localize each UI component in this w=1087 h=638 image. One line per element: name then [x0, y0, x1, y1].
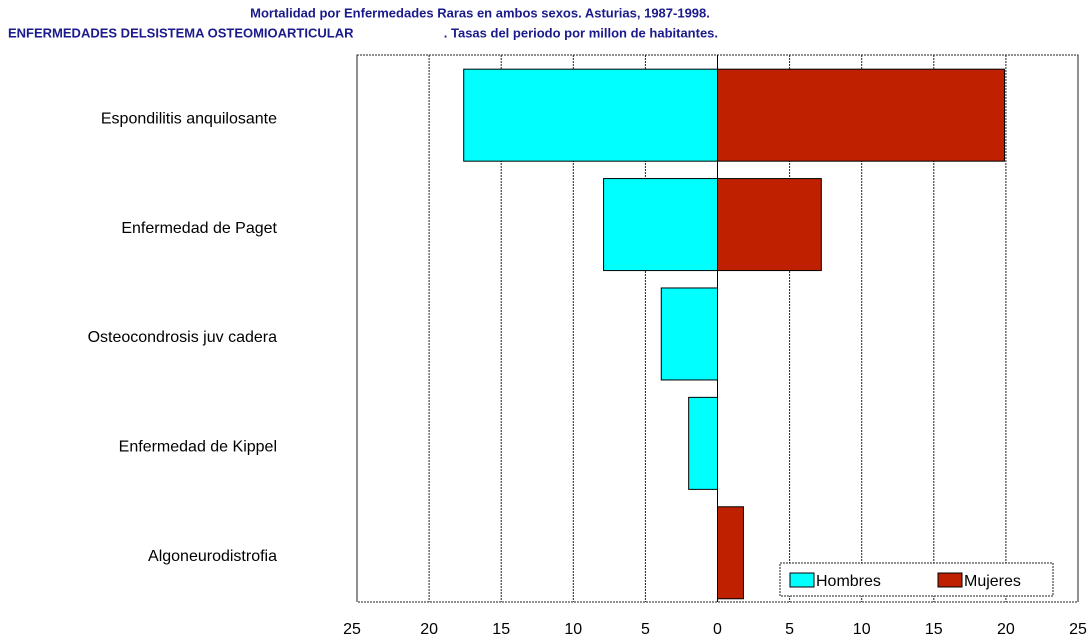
x-tick-label: 5: [785, 621, 794, 638]
x-tick-label: 15: [492, 621, 510, 638]
x-tick-label: 25: [1069, 621, 1087, 638]
y-tick-label: Enfermedad de Paget: [121, 220, 277, 237]
y-tick-label: Enfermedad de Kippel: [119, 439, 277, 456]
legend-label: Hombres: [816, 573, 881, 590]
legend-swatch: [789, 572, 815, 588]
y-tick-label: Osteocondrosis juv cadera: [88, 329, 278, 346]
bar: [688, 396, 718, 490]
x-tick-label: 10: [853, 621, 871, 638]
legend-swatch: [937, 572, 963, 588]
bar: [603, 178, 718, 272]
x-tick-label: 10: [564, 621, 582, 638]
chart-title: Mortalidad por Enfermedades Raras en amb…: [250, 5, 710, 20]
y-tick-label: Espondilitis anquilosante: [101, 110, 277, 127]
x-tick-label: 0: [713, 621, 722, 638]
x-tick-label: 20: [420, 621, 438, 638]
chart-subtitle: ENFERMEDADES DELSISTEMA OSTEOMIOARTICULA…: [8, 25, 718, 40]
x-tick-label: 20: [997, 621, 1015, 638]
x-tick-label: 25: [343, 621, 361, 638]
bar: [717, 68, 1005, 162]
bar: [717, 506, 744, 600]
y-tick-label: Algoneurodistrofia: [148, 548, 277, 565]
x-tick-label: 15: [925, 621, 943, 638]
bar: [463, 68, 719, 162]
legend-box: [779, 562, 1054, 597]
bar: [717, 178, 822, 272]
bar: [660, 287, 719, 381]
legend-label: Mujeres: [964, 573, 1021, 590]
x-tick-label: 5: [641, 621, 650, 638]
